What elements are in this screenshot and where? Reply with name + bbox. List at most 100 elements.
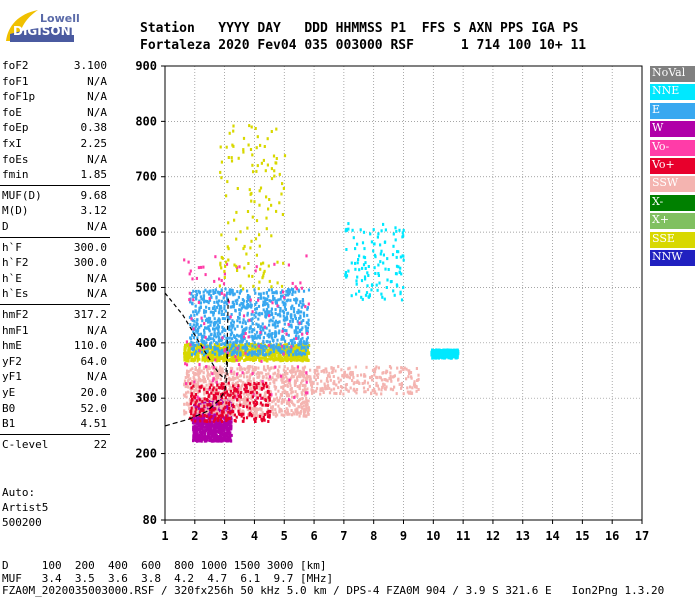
echo-point [192,414,195,418]
echo-point [403,366,406,370]
echo-point [224,351,227,355]
echo-point [252,284,255,288]
echo-point [210,428,213,432]
echo-point [201,339,204,343]
echo-point [262,352,265,356]
echo-point [222,398,225,402]
echo-point [233,389,236,393]
echo-point [230,313,233,316]
echo-point [196,336,199,340]
echo-point [201,414,204,418]
echo-point [256,353,259,357]
echo-point [401,231,404,235]
echo-point [211,346,214,350]
echo-point [217,414,221,418]
echo-point [223,317,226,321]
echo-point [291,287,295,291]
echo-point [290,347,293,351]
echo-point [187,260,190,264]
echo-point [360,279,364,283]
echo-point [281,182,284,186]
echo-point [300,341,303,344]
echo-point [220,357,223,361]
echo-point [232,300,235,304]
echo-point [203,322,206,326]
echo-point [314,371,317,375]
x-tick-label: 17 [635,529,649,543]
echo-point [208,307,211,310]
echo-point [278,410,281,414]
param-value: 20.0 [80,386,108,399]
echo-point [208,384,211,388]
echo-point [220,309,224,313]
echo-point [218,336,221,340]
echo-point [351,372,354,376]
echo-point [252,355,255,359]
echo-point [316,376,319,379]
echo-point [326,374,330,378]
echo-point [413,380,416,384]
echo-point [225,145,228,149]
echo-point [195,340,199,344]
echo-point [239,368,242,372]
echo-point [196,352,199,356]
echo-point [227,247,230,251]
echo-point [256,355,259,359]
echo-point [204,309,208,313]
echo-point [236,290,239,294]
echo-point [238,291,241,295]
echo-point [248,295,251,299]
echo-point [218,390,221,394]
echo-point [238,397,241,401]
echo-point [251,334,254,338]
echo-point [291,317,294,321]
echo-point [296,385,299,389]
echo-point [396,366,399,370]
echo-point [235,358,238,362]
y-tick-label: 80 [143,513,157,527]
echo-point [294,347,297,351]
echo-point [270,130,273,133]
echo-point [191,294,194,298]
echo-point [290,345,293,349]
echo-point [372,389,375,393]
echo-point [248,304,251,308]
echo-point [266,344,269,348]
echo-point [300,286,303,290]
echo-point [285,315,288,319]
echo-point [304,348,308,352]
echo-point [222,359,225,363]
echo-point [432,349,435,353]
echo-point [296,378,299,382]
echo-point [246,347,249,351]
echo-point [298,303,301,307]
echo-point [309,375,312,379]
echo-point [342,392,345,396]
echo-point [255,381,259,385]
echo-point [280,294,283,298]
echo-point [255,265,258,269]
echo-point [283,400,286,404]
echo-point [265,291,268,295]
echo-point [244,332,247,335]
echo-point [209,294,212,298]
echo-point [210,409,213,413]
echo-point [287,290,290,294]
echo-point [452,350,455,354]
echo-point [238,340,241,344]
echo-point [194,378,197,382]
param-name: fmin [2,168,29,182]
echo-point [290,325,293,329]
echo-point [232,410,235,414]
echo-point [223,276,226,279]
echo-point [214,407,217,411]
echo-point [219,429,222,433]
echo-point [251,372,254,375]
echo-point [210,371,213,375]
echo-point [281,334,284,338]
echo-point [242,402,245,405]
echo-point [301,299,305,303]
echo-point [307,352,310,355]
param-value: 2.25 [80,137,108,150]
echo-point [291,281,294,285]
